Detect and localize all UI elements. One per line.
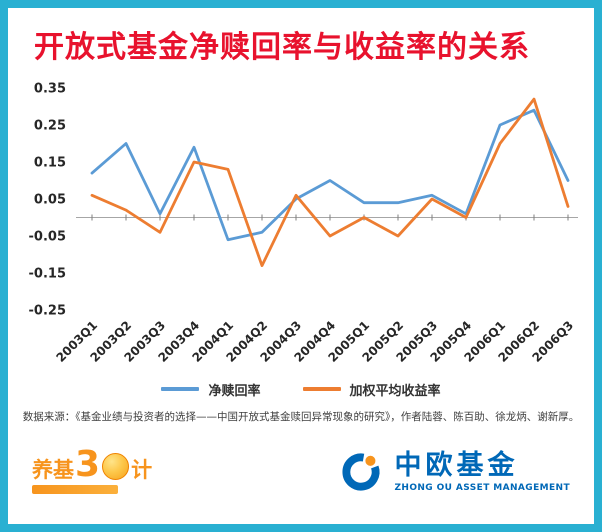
zhongou-logo-text: 中欧基金 ZHONG OU ASSET MANAGEMENT xyxy=(394,450,570,494)
svg-text:0.05: 0.05 xyxy=(34,193,66,208)
legend-item-net-redemption: 净赎回率 xyxy=(161,380,261,399)
chart-title: 开放式基金净赎回率与收益率的关系 xyxy=(34,30,530,65)
logo-text-part2: 3 xyxy=(75,444,101,486)
line-chart: 0.35 0.25 0.15 0.05 -0.05 -0.15 -0.25 2003Q1 200… xyxy=(12,72,594,376)
legend-line-blue-icon xyxy=(161,387,200,391)
footer: 养基 3 计 中欧基金 ZHONG OU ASSET MANAGEMENT xyxy=(8,439,594,505)
zhongou-fund-subtitle: ZHONG OU ASSET MANAGEMENT xyxy=(394,483,570,493)
zhongou-fund-name: 中欧基金 xyxy=(394,450,519,481)
svg-text:-0.05: -0.05 xyxy=(29,230,66,245)
legend-line-orange-icon xyxy=(302,387,341,391)
chick-egg-icon xyxy=(102,452,130,480)
legend-label: 加权平均收益率 xyxy=(349,383,441,399)
legend-label: 净赎回率 xyxy=(208,383,261,399)
yangji-30ji-logo-text: 养基 3 计 xyxy=(32,444,153,486)
zhongou-fund-logo: 中欧基金 ZHONG OU ASSET MANAGEMENT xyxy=(338,449,570,495)
chart-canvas: 0.350.250.150.05-0.05-0.15-0.252003Q1200… xyxy=(29,82,578,365)
logo-text-part1: 养基 xyxy=(32,457,74,482)
legend: 净赎回率 加权平均收益率 xyxy=(8,378,594,400)
source-note: 数据来源：《基金业绩与投资者的选择——中国开放式基金赎回异常现象的研究》，作者陆… xyxy=(22,411,580,423)
svg-text:0.35: 0.35 xyxy=(34,82,66,97)
svg-text:0.25: 0.25 xyxy=(34,119,66,134)
legend-item-weighted-yield: 加权平均收益率 xyxy=(302,380,441,399)
logo-text-part3: 计 xyxy=(131,457,153,482)
logo-ribbon xyxy=(32,484,118,494)
svg-text:-0.25: -0.25 xyxy=(29,304,66,319)
zhongou-logo-mark-icon xyxy=(342,453,380,491)
svg-text:0.15: 0.15 xyxy=(34,156,66,171)
yangji-30ji-logo: 养基 3 计 xyxy=(32,444,153,494)
svg-text:-0.15: -0.15 xyxy=(29,267,66,282)
